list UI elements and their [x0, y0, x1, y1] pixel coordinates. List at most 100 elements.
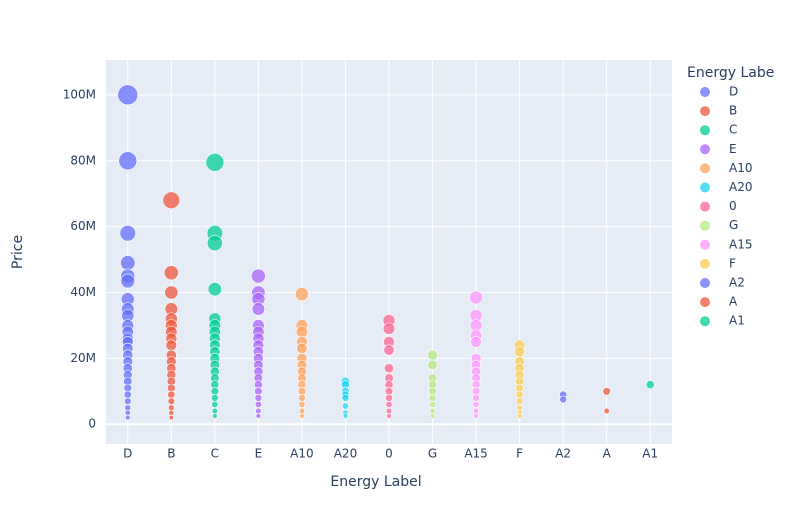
point — [429, 400, 437, 408]
x-tick-label: F — [516, 447, 523, 461]
legend-label: A1 — [729, 314, 745, 328]
point — [342, 413, 349, 419]
legend-label: F — [729, 256, 736, 270]
y-tick-label: 40M — [70, 285, 96, 299]
legend-marker — [700, 125, 710, 136]
point — [168, 409, 175, 416]
y-tick-label: 20M — [70, 351, 96, 365]
point — [254, 387, 263, 396]
point — [295, 325, 309, 339]
legend-label: A20 — [729, 180, 752, 194]
point — [206, 235, 223, 252]
point — [382, 322, 396, 335]
legend-marker — [700, 182, 710, 193]
point — [602, 387, 611, 396]
point — [342, 402, 349, 410]
point — [254, 400, 262, 408]
point — [473, 413, 479, 419]
point — [123, 390, 132, 399]
legend-marker — [700, 316, 710, 327]
point — [120, 255, 136, 271]
x-tick-label: A15 — [464, 447, 487, 461]
point — [251, 302, 266, 316]
point — [118, 151, 138, 171]
point — [559, 395, 567, 404]
point — [124, 409, 131, 416]
point — [645, 380, 655, 390]
point — [124, 397, 132, 405]
legend-marker — [700, 201, 710, 212]
point — [427, 359, 438, 371]
point — [299, 413, 305, 419]
legend-label: C — [729, 123, 737, 137]
point — [469, 290, 483, 305]
legend-marker — [700, 220, 710, 231]
point — [429, 413, 436, 419]
point — [298, 400, 306, 408]
point — [162, 191, 181, 210]
point — [470, 336, 482, 348]
point — [385, 400, 393, 408]
point — [472, 400, 480, 408]
point — [254, 394, 263, 402]
legend-label: D — [729, 85, 738, 99]
point — [341, 394, 350, 402]
point — [516, 413, 523, 419]
point — [211, 400, 219, 408]
point — [294, 287, 309, 302]
point — [255, 413, 262, 419]
y-tick-label: 60M — [70, 219, 96, 233]
y-tick-label: 0 — [88, 417, 96, 431]
x-tick-label: A10 — [290, 447, 313, 461]
x-tick-label: D — [123, 447, 132, 461]
point — [167, 390, 176, 399]
legend-marker — [700, 258, 710, 269]
point — [255, 407, 262, 415]
legend-label: G — [729, 218, 738, 232]
point — [472, 407, 480, 415]
point — [515, 397, 524, 405]
x-tick-label: E — [255, 447, 263, 461]
x-tick-label: C — [211, 447, 219, 461]
point — [119, 225, 136, 242]
y-axis-title: Price — [10, 235, 26, 269]
y-tick-label: 100M — [63, 87, 96, 101]
legend-label: E — [729, 142, 737, 156]
point — [168, 415, 174, 421]
x-tick-label: A2 — [555, 447, 571, 461]
legend-label: A10 — [729, 161, 752, 175]
point — [298, 407, 306, 415]
legend-label: B — [729, 104, 737, 118]
point — [385, 394, 393, 402]
point — [167, 397, 175, 405]
legend-marker — [700, 163, 710, 174]
point — [120, 273, 136, 289]
point — [212, 413, 218, 419]
point — [165, 339, 178, 351]
point — [210, 387, 220, 396]
point — [297, 387, 307, 396]
legend-label: A — [729, 295, 738, 309]
legend-marker — [700, 87, 710, 97]
point — [472, 394, 480, 402]
legend-marker — [700, 297, 710, 308]
legend-marker — [700, 278, 710, 288]
point — [515, 390, 524, 399]
x-axis-title: Energy Label — [330, 474, 421, 490]
point — [298, 394, 306, 402]
point — [164, 285, 179, 300]
x-tick-label: B — [167, 447, 175, 461]
x-tick-label: G — [428, 447, 437, 461]
point — [429, 407, 436, 415]
y-tick-label: 80M — [70, 153, 96, 167]
point — [125, 415, 131, 421]
point — [471, 387, 481, 396]
point — [205, 153, 225, 172]
legend-title: Energy Labe — [687, 65, 774, 81]
legend-label: A15 — [729, 237, 752, 251]
legend-marker — [700, 144, 710, 155]
x-tick-label: A — [603, 447, 612, 461]
point — [296, 342, 308, 355]
point — [603, 407, 610, 415]
